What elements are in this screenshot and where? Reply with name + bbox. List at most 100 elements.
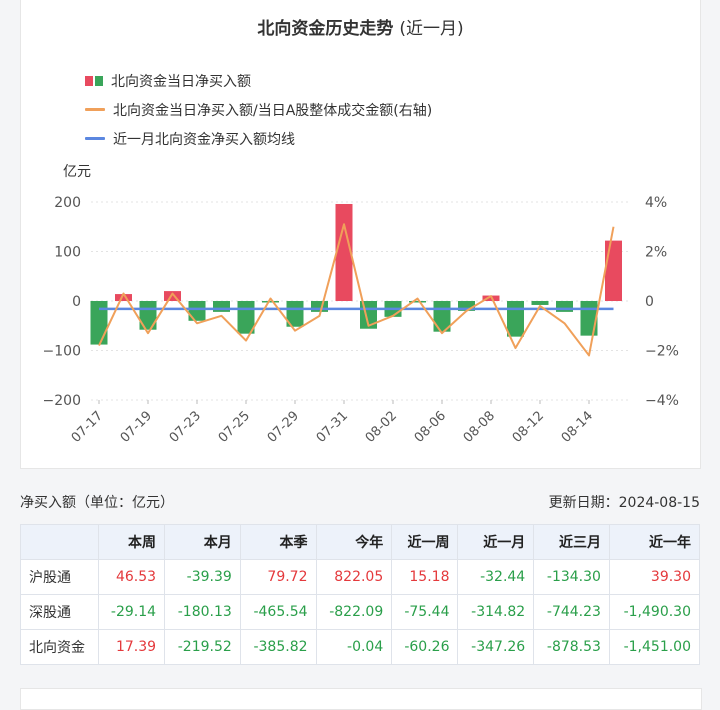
stats-header-row: 本周 本月 本季 今年 近一周 近一月 近三月 近一年 <box>20 524 701 560</box>
y-tick-label: 100 <box>54 245 81 261</box>
x-tick-label: 08-06 <box>412 408 449 445</box>
x-tick-label: 08-02 <box>363 408 400 445</box>
legend-item-ratio[interactable]: 北向资金当日净买入额/当日A股整体成交金额(右轴) <box>85 95 432 124</box>
y-axis-unit: 亿元 <box>63 164 91 180</box>
table-cell: -465.54 <box>239 594 317 630</box>
y-tick-label: −200 <box>43 393 81 409</box>
chart-title-period: (近一月) <box>399 19 464 39</box>
table-cell: 46.53 <box>97 559 166 595</box>
legend-item-average[interactable]: 近一月北向资金净买入额均线 <box>85 124 432 153</box>
y2-tick-label: −2% <box>645 344 679 360</box>
legend-label-ratio: 北向资金当日净买入额/当日A股整体成交金额(右轴) <box>113 102 433 119</box>
column-header: 本月 <box>164 524 241 560</box>
column-header: 本周 <box>97 524 166 560</box>
net-buy-bar <box>164 291 181 301</box>
table-cell: -29.14 <box>97 594 166 630</box>
table-cell: -32.44 <box>457 559 535 595</box>
table-cell: -134.30 <box>533 559 610 595</box>
column-header: 近三月 <box>533 524 610 560</box>
net-buy-bar <box>115 294 132 301</box>
x-tick-label: 07-29 <box>265 408 302 445</box>
stats-update-date: 更新日期：2024-08-15 <box>548 495 700 511</box>
y2-tick-label: 4% <box>645 195 667 211</box>
chart-title: 北向资金历史走势 (近一月) <box>21 14 700 39</box>
net-buy-bar <box>213 301 230 312</box>
table-row: 沪股通 46.53 -39.39 79.72 822.05 15.18 -32.44 -134… <box>20 559 701 595</box>
net-buy-bar <box>556 301 573 312</box>
net-buy-bar <box>409 301 426 303</box>
column-header-blank <box>20 524 99 560</box>
table-row: 深股通 -29.14 -180.13 -465.54 -822.09 -75.44 -314… <box>20 594 701 630</box>
table-cell: -1,490.30 <box>608 594 701 630</box>
chart-card: 北向资金历史走势 (近一月) 北向资金当日净买入额 北向资金当日净买入额/当日A… <box>20 0 701 469</box>
table-cell: -60.26 <box>391 629 459 665</box>
table-cell: -180.13 <box>164 594 241 630</box>
net-buy-bar <box>90 301 108 345</box>
x-tick-label: 08-08 <box>461 408 498 445</box>
legend-item-net-buy[interactable]: 北向资金当日净买入额 <box>85 66 432 95</box>
row-label: 深股通 <box>20 594 99 630</box>
ratio-line <box>98 223 615 357</box>
x-tick-label: 07-23 <box>167 408 204 445</box>
table-cell: -0.04 <box>315 629 393 665</box>
column-header: 近一年 <box>608 524 701 560</box>
row-label: 沪股通 <box>20 559 99 595</box>
y-tick-label: −100 <box>43 344 81 360</box>
table-cell: 79.72 <box>239 559 317 595</box>
x-tick-label: 07-17 <box>69 408 106 445</box>
table-cell: -347.26 <box>457 629 535 665</box>
net-buy-chart: 亿元 200 4% 100 2% 0 0 −100 −2% −200 −4% 07-17 07-19 07… <box>43 164 679 446</box>
net-buy-bar <box>311 301 328 312</box>
y-tick-label: 200 <box>54 195 81 211</box>
table-cell: 17.39 <box>97 629 166 665</box>
net-buy-bar <box>531 301 549 305</box>
net-buy-bar <box>286 301 304 327</box>
table-cell: 822.05 <box>315 559 393 595</box>
y2-tick-label: −4% <box>645 393 679 409</box>
table-row: 北向资金 17.39 -219.52 -385.82 -0.04 -60.26 -347.2… <box>20 629 701 665</box>
x-tick-label: 07-19 <box>118 408 155 445</box>
legend-label-average: 近一月北向资金净买入额均线 <box>113 131 295 148</box>
legend-swatch-negative <box>95 75 103 86</box>
table-cell: -385.82 <box>239 629 317 665</box>
table-cell: -39.39 <box>164 559 241 595</box>
table-cell: -314.82 <box>457 594 535 630</box>
table-cell: -1,451.00 <box>608 629 701 665</box>
net-buy-bar <box>335 203 353 301</box>
next-card <box>20 688 702 710</box>
table-cell: -744.23 <box>533 594 610 630</box>
net-buy-bar <box>262 301 279 303</box>
legend-label-net-buy: 北向资金当日净买入额 <box>111 73 251 90</box>
x-tick-label: 07-31 <box>314 408 351 445</box>
legend-swatch-positive <box>85 75 93 86</box>
net-buy-bar <box>458 301 475 311</box>
y-tick-label: 0 <box>72 294 81 310</box>
table-cell: -219.52 <box>164 629 241 665</box>
x-tick-label: 08-12 <box>510 408 547 445</box>
chart-title-main: 北向资金历史走势 <box>257 19 394 39</box>
table-cell: -75.44 <box>391 594 459 630</box>
row-label: 北向资金 <box>20 629 99 665</box>
net-buy-bar <box>507 301 524 337</box>
legend-swatch-ratio <box>85 108 105 111</box>
x-tick-label: 07-25 <box>216 408 253 445</box>
net-buy-bar <box>580 301 598 336</box>
table-cell: -822.09 <box>315 594 393 630</box>
stats-unit-label: 净买入额（单位：亿元） <box>20 495 174 511</box>
table-cell: 15.18 <box>391 559 459 595</box>
column-header: 近一周 <box>391 524 459 560</box>
net-buy-bar <box>605 240 622 301</box>
stats-header: 净买入额（单位：亿元） 更新日期：2024-08-15 <box>20 492 700 512</box>
net-buy-bar <box>188 301 206 321</box>
y2-tick-label: 0 <box>645 294 654 310</box>
table-cell: -878.53 <box>533 629 610 665</box>
legend-swatch-average <box>85 137 105 140</box>
stats-table: 本周 本月 本季 今年 近一周 近一月 近三月 近一年 沪股通 46.53 -39.39 79.72… <box>20 524 701 665</box>
column-header: 近一月 <box>457 524 535 560</box>
x-tick-label: 08-14 <box>559 408 596 445</box>
y2-tick-label: 2% <box>645 245 667 261</box>
chart-legend: 北向资金当日净买入额 北向资金当日净买入额/当日A股整体成交金额(右轴) 近一月… <box>85 66 432 153</box>
table-cell: 39.30 <box>608 559 701 595</box>
column-header: 本季 <box>239 524 317 560</box>
column-header: 今年 <box>315 524 393 560</box>
